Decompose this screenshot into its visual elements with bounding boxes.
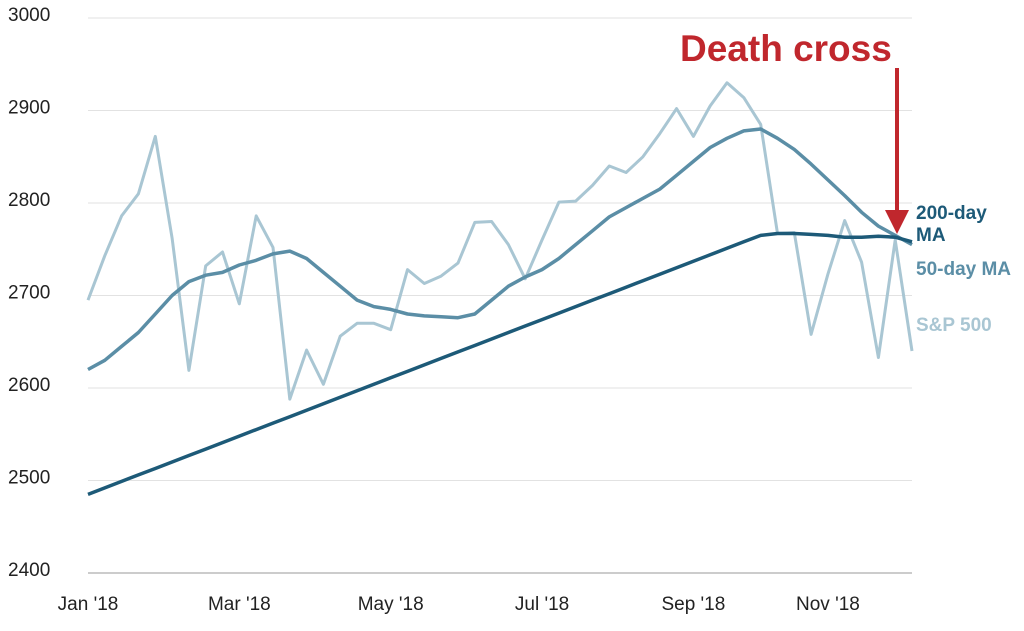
series-line — [87, 127, 913, 372]
y-tick-label: 2900 — [8, 98, 50, 119]
y-tick-label: 3000 — [8, 5, 50, 26]
y-tick-label: 2800 — [8, 190, 50, 211]
x-tick-label: Mar '18 — [208, 594, 271, 615]
x-tick-label: May '18 — [358, 594, 424, 615]
annotation: Death cross — [680, 28, 892, 69]
x-tick-label: Sep '18 — [661, 594, 725, 615]
legend-label: 50-day MA — [916, 259, 1012, 280]
series-line — [86, 81, 914, 401]
x-tick-label: Jan '18 — [58, 594, 119, 615]
y-tick-label: 2400 — [8, 560, 50, 581]
series-line — [87, 231, 913, 497]
legend-label: S&P 500 — [916, 315, 992, 336]
legend-label: 200-day MA — [916, 203, 987, 246]
y-tick-label: 2500 — [8, 468, 50, 489]
x-tick-label: Jul '18 — [515, 594, 569, 615]
y-tick-label: 2600 — [8, 375, 50, 396]
x-tick-label: Nov '18 — [796, 594, 860, 615]
y-tick-label: 2700 — [8, 283, 50, 304]
arrow-head — [885, 210, 909, 234]
